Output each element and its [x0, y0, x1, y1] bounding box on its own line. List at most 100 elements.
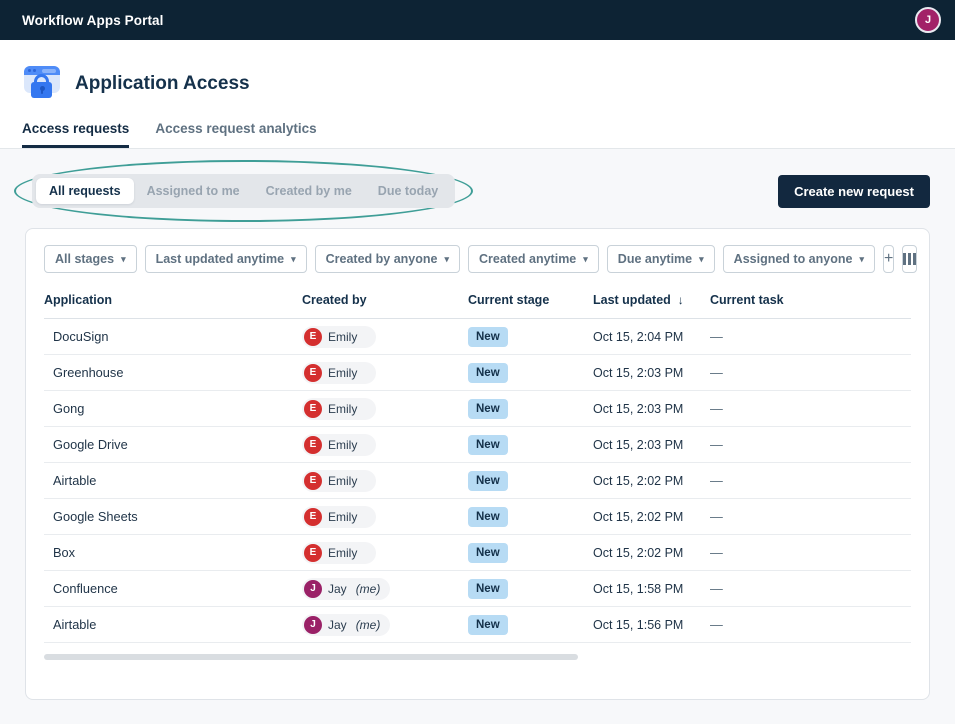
creator-name: Emily — [328, 329, 358, 344]
cell-created-by: E Emily — [302, 498, 468, 535]
segmented-option-label: Created by me — [265, 184, 352, 198]
cell-current-stage: New — [468, 462, 593, 499]
segmented-option-label: Due today — [377, 184, 439, 198]
table-row[interactable]: Box E Emily New Oct 15, 2:02 PM — [44, 534, 911, 571]
last-updated-value: Oct 15, 2:02 PM — [593, 545, 684, 560]
chevron-down-icon: ▾ — [583, 254, 588, 264]
creator-avatar: E — [304, 363, 322, 382]
creator-me-suffix: (me) — [355, 617, 381, 632]
segmented-option[interactable]: All requests — [36, 178, 134, 204]
creator-name: Jay — [328, 581, 347, 596]
cell-current-stage: New — [468, 354, 593, 391]
cell-application: DocuSign — [44, 318, 302, 355]
stage-badge: New — [468, 362, 508, 383]
requests-table: Application Created by Current stage Las… — [44, 287, 911, 643]
creator-avatar: E — [304, 543, 322, 562]
creator-name: Emily — [328, 365, 358, 380]
application-name: Box — [53, 545, 76, 560]
column-settings-button[interactable] — [902, 245, 918, 273]
filter-dropdown-label: Due anytime — [617, 252, 693, 266]
creator-pill: J Jay (me) — [302, 613, 391, 636]
tab-item[interactable]: Access request analytics — [155, 121, 316, 148]
creator-pill: E Emily — [302, 325, 377, 348]
column-header[interactable]: Current stage — [468, 287, 593, 319]
filter-dropdown[interactable]: Assigned to anyone ▾ — [722, 245, 875, 273]
table-row[interactable]: Google Drive E Emily New Oct 15, — [44, 426, 911, 463]
cell-last-updated: Oct 15, 1:56 PM — [593, 606, 710, 643]
cell-application: Box — [44, 534, 302, 571]
page-header-section: Application Access Access requests Acces… — [0, 40, 955, 149]
table-header-row: Application Created by Current stage Las… — [44, 287, 911, 319]
creator-name: Emily — [328, 473, 358, 488]
add-filter-button[interactable]: + — [882, 245, 895, 273]
creator-name: Emily — [328, 437, 358, 452]
cell-current-task: — — [710, 318, 911, 355]
creator-name: Emily — [328, 509, 358, 524]
segmented-option[interactable]: Assigned to me — [134, 178, 253, 204]
tab-item[interactable]: Access requests — [22, 121, 130, 148]
filter-dropdown-label: Created anytime — [479, 252, 577, 266]
table-row[interactable]: DocuSign E Emily New Oct 15, 2:0 — [44, 318, 911, 355]
creator-pill: E Emily — [302, 361, 377, 384]
creator-avatar: E — [304, 327, 322, 346]
column-header-label: Created by — [302, 293, 367, 307]
creator-pill: E Emily — [302, 469, 377, 492]
filter-dropdown[interactable]: Last updated anytime ▾ — [144, 245, 307, 273]
current-task-value: — — [710, 473, 723, 488]
creator-avatar: E — [304, 471, 322, 490]
creator-name: Emily — [328, 401, 358, 416]
table-row[interactable]: Gong E Emily New Oct 15, 2:03 PM — [44, 390, 911, 427]
cell-current-stage: New — [468, 570, 593, 607]
user-avatar[interactable]: J — [915, 7, 941, 33]
filter-dropdown[interactable]: Created anytime ▾ — [468, 245, 599, 273]
application-name: Gong — [53, 401, 85, 416]
application-name: Airtable — [53, 473, 97, 488]
column-header[interactable]: Last updated ↓ — [593, 287, 710, 319]
segmented-option[interactable]: Due today — [365, 178, 451, 204]
cell-last-updated: Oct 15, 2:03 PM — [593, 426, 710, 463]
cell-application: Gong — [44, 390, 302, 427]
horizontal-scrollbar-thumb[interactable] — [44, 654, 578, 660]
cell-last-updated: Oct 15, 2:03 PM — [593, 354, 710, 391]
cell-current-task: — — [710, 462, 911, 499]
filter-bar: All stages ▾ Last updated anytime ▾ Crea… — [44, 245, 918, 273]
table-row[interactable]: Greenhouse E Emily New Oct 15, 2 — [44, 354, 911, 391]
filter-dropdown[interactable]: All stages ▾ — [44, 245, 137, 273]
table-row[interactable]: Confluence J Jay (me) New Oct 15, — [44, 570, 911, 607]
stage-badge: New — [468, 398, 508, 419]
toolbar-row: All requests Assigned to me Created by m… — [14, 160, 930, 222]
content-area: All requests Assigned to me Created by m… — [0, 149, 955, 700]
stage-badge: New — [468, 470, 508, 491]
cell-application: Greenhouse — [44, 354, 302, 391]
current-task-value: — — [710, 437, 723, 452]
cell-last-updated: Oct 15, 2:04 PM — [593, 318, 710, 355]
columns-icon — [903, 253, 907, 265]
user-avatar-initial: J — [924, 14, 932, 26]
cell-current-stage: New — [468, 534, 593, 571]
column-header[interactable]: Created by — [302, 287, 468, 319]
cell-current-task: — — [710, 498, 911, 535]
creator-pill: J Jay (me) — [302, 577, 391, 600]
filter-dropdown[interactable]: Created by anyone ▾ — [314, 245, 460, 273]
application-name: Google Drive — [53, 437, 128, 452]
cell-current-task: — — [710, 570, 911, 607]
page-head: Application Access — [0, 40, 955, 104]
cell-last-updated: Oct 15, 2:02 PM — [593, 462, 710, 499]
table-row[interactable]: Google Sheets E Emily New Oct 15 — [44, 498, 911, 535]
create-new-request-button[interactable]: Create new request — [778, 174, 930, 208]
app-title: Workflow Apps Portal — [22, 12, 164, 28]
creator-avatar: J — [304, 615, 322, 634]
filter-dropdown[interactable]: Due anytime ▾ — [606, 245, 715, 273]
cell-created-by: E Emily — [302, 426, 468, 463]
table-row[interactable]: Airtable E Emily New Oct 15, 2:0 — [44, 462, 911, 499]
cell-current-stage: New — [468, 390, 593, 427]
chevron-down-icon: ▾ — [291, 254, 296, 264]
table-row[interactable]: Airtable J Jay (me) New Oct 15, 1 — [44, 606, 911, 643]
application-name: Confluence — [53, 581, 118, 596]
cell-created-by: E Emily — [302, 534, 468, 571]
column-header[interactable]: Current task — [710, 287, 911, 319]
application-name: Greenhouse — [53, 365, 124, 380]
segmented-option[interactable]: Created by me — [253, 178, 365, 204]
cell-current-stage: New — [468, 426, 593, 463]
column-header[interactable]: Application — [44, 287, 302, 319]
